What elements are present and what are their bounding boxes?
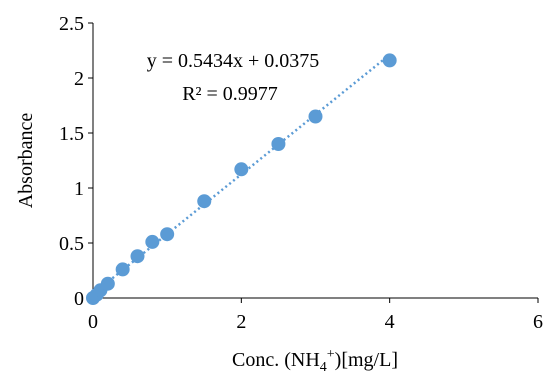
y-tick-label: 1.5 [59, 123, 84, 145]
y-tick-label: 1 [74, 178, 84, 200]
y-tick-label: 0 [74, 288, 84, 310]
x-axis-label-subscript: 4 [320, 360, 327, 375]
y-tick-label: 2 [74, 68, 84, 90]
axes [92, 23, 538, 299]
x-tick-label: 2 [236, 311, 246, 333]
data-point [145, 234, 160, 249]
x-tick-label: 4 [385, 311, 395, 333]
data-point [160, 227, 175, 242]
x-axis-label-suffix: )[mg/L] [335, 349, 398, 371]
x-axis-label: Conc. (NH4+)[mg/L] [232, 347, 398, 375]
trendline-equation: y = 0.5434x + 0.0375 [147, 50, 320, 72]
data-point [308, 109, 323, 124]
x-axis-label-prefix: Conc. (NH [232, 349, 320, 371]
y-ticks: 0 0.5 1 1.5 2 2.5 [59, 13, 93, 310]
data-point [100, 276, 115, 291]
data-point [271, 137, 286, 151]
data-point [115, 262, 130, 277]
data-point [234, 162, 249, 177]
y-axis-label: Absorbance [15, 113, 37, 209]
data-point [130, 249, 145, 264]
y-tick-label: 0.5 [59, 233, 84, 255]
data-point [197, 194, 212, 209]
x-axis-label-superscript: + [327, 347, 335, 362]
data-point [382, 53, 397, 68]
x-ticks: 0 2 4 6 [88, 298, 543, 333]
y-tick-label: 2.5 [59, 13, 84, 35]
data-points [86, 53, 397, 305]
x-tick-label: 0 [88, 311, 98, 333]
x-tick-label: 6 [533, 311, 543, 333]
trendline-r-squared: R² = 0.9977 [182, 83, 278, 105]
